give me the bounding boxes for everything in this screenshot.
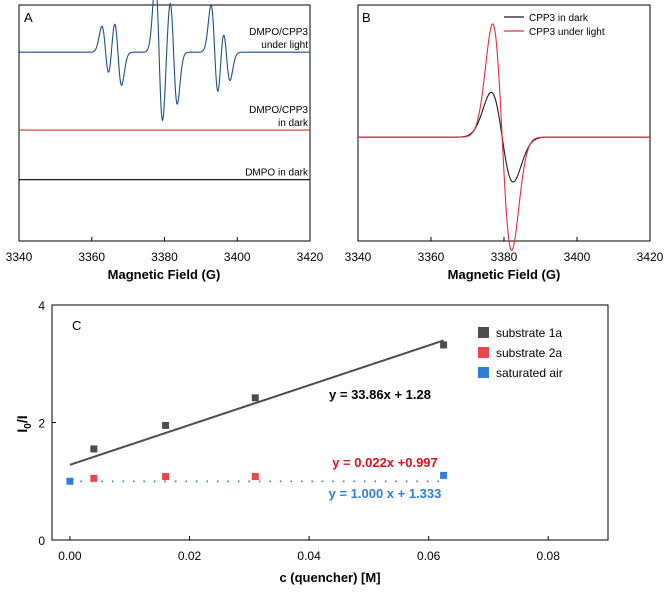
panel-c-data-points [66,341,448,485]
panel-a-trace-label: DMPO in dark [245,168,309,179]
panel-c-fit-lines [69,339,444,483]
panel-c-point [440,341,448,349]
panel-b-letter: B [362,10,371,25]
panel-c-x-tick-label: 0.06 [417,549,441,563]
panel-c-point [251,394,259,402]
panel-c-x-tick-label: 0.00 [58,549,82,563]
panel-c-frame [51,304,609,541]
panel-c-letter: C [72,318,81,333]
panel-a-x-tick-label: 3360 [78,250,105,264]
panel-c-x-tick-label: 0.08 [537,549,561,563]
panel-c-point [90,445,98,453]
panel-c-y-axis-title: I0/I [14,415,34,432]
panel-c-legend-label: substrate 1a [496,326,562,340]
panel-c-y-tick-label: 2 [38,417,45,431]
panel-b-x-tick-label: 3420 [637,250,664,264]
panel-a-trace-label: under light [261,40,308,51]
panel-c-point [162,421,170,429]
panel-c-equation-2: y = 0.022x +0.997 [332,455,438,470]
panel-a-x-ticks: 3340 3360 3380 3400 3420 [6,237,324,264]
panel-a-trace-label: in dark [278,118,309,129]
panel-a-traces [19,0,310,181]
panel-b-x-tick-label: 3400 [564,250,591,264]
panel-c-x-ticks: 0.00 0.02 0.04 0.06 0.08 [58,536,560,563]
panel-a-trace-labels: DMPO/CPP3 under light DMPO/CPP3 in dark DMPO… [245,27,309,178]
panel-b-x-ticks: 3340 3360 3380 3400 3420 [345,237,664,264]
panel-a-x-axis-title: Magnetic Field (G) [108,267,221,282]
panel-b-x-tick-label: 3360 [418,250,445,264]
panel-b-x-axis-title: Magnetic Field (G) [448,267,561,282]
panel-c-x-axis-title: c (quencher) [M] [279,570,380,585]
panel-a-x-tick-label: 3420 [297,250,324,264]
panel-c-y-ticks: 0 2 4 [38,299,56,548]
panel-c-equation-3: y = 1.000 x + 1.333 [329,486,442,501]
panel-a-x-tick-label: 3380 [151,250,178,264]
panel-c-y-tick-label: 4 [38,299,45,313]
panel-c-y-tick-label: 0 [38,534,45,548]
panel-c-x-tick-label: 0.04 [297,549,321,563]
panel-b-x-tick-label: 3340 [345,250,372,264]
panel-c-fit-line-1 [69,339,444,466]
panel-c-point [251,473,259,481]
panel-c-y-axis-title-main: I [14,429,30,433]
panel-b-frame [357,4,651,242]
panel-c-legend: substrate 1a substrate 2a saturated air [478,326,563,380]
panel-a-trace-label: DMPO/CPP3 [249,105,308,116]
panel-b-legend: CPP3 in dark CPP3 under light [504,13,605,38]
panel-a-x-tick-label: 3340 [6,250,33,264]
panel-c-x-tick-label: 0.02 [178,549,202,563]
panel-b-x-tick-label: 3380 [491,250,518,264]
panel-a-trace-1 [19,0,310,122]
panel-a-trace-label: DMPO/CPP3 [249,27,308,38]
panel-c-point [162,473,170,481]
panel-a-x-tick-label: 3400 [224,250,251,264]
panel-c-legend-swatch [478,327,489,338]
panel-c-y-axis-title-sub: 0 [23,423,34,429]
panel-c-point [440,471,448,479]
panel-c-legend-swatch [478,367,489,378]
panel-b-trace-2 [358,23,650,251]
panel-c-point [90,474,98,482]
panel-c-legend-label: saturated air [496,366,563,380]
panel-c-legend-label: substrate 2a [496,346,562,360]
panel-b-traces [358,23,650,251]
panel-c-equations: y = 33.86x + 1.28 y = 0.022x +0.997 y = 1.… [329,387,442,501]
panel-c-legend-swatch [478,347,489,358]
panel-a-letter: A [24,10,33,25]
panel-c-point [66,477,74,485]
panel-b-legend-label: CPP3 in dark [529,13,589,24]
panel-b-legend-label: CPP3 under light [529,27,605,38]
panel-c-equation-1: y = 33.86x + 1.28 [329,387,431,402]
panel-c-y-axis-title-tail: /I [14,415,30,423]
